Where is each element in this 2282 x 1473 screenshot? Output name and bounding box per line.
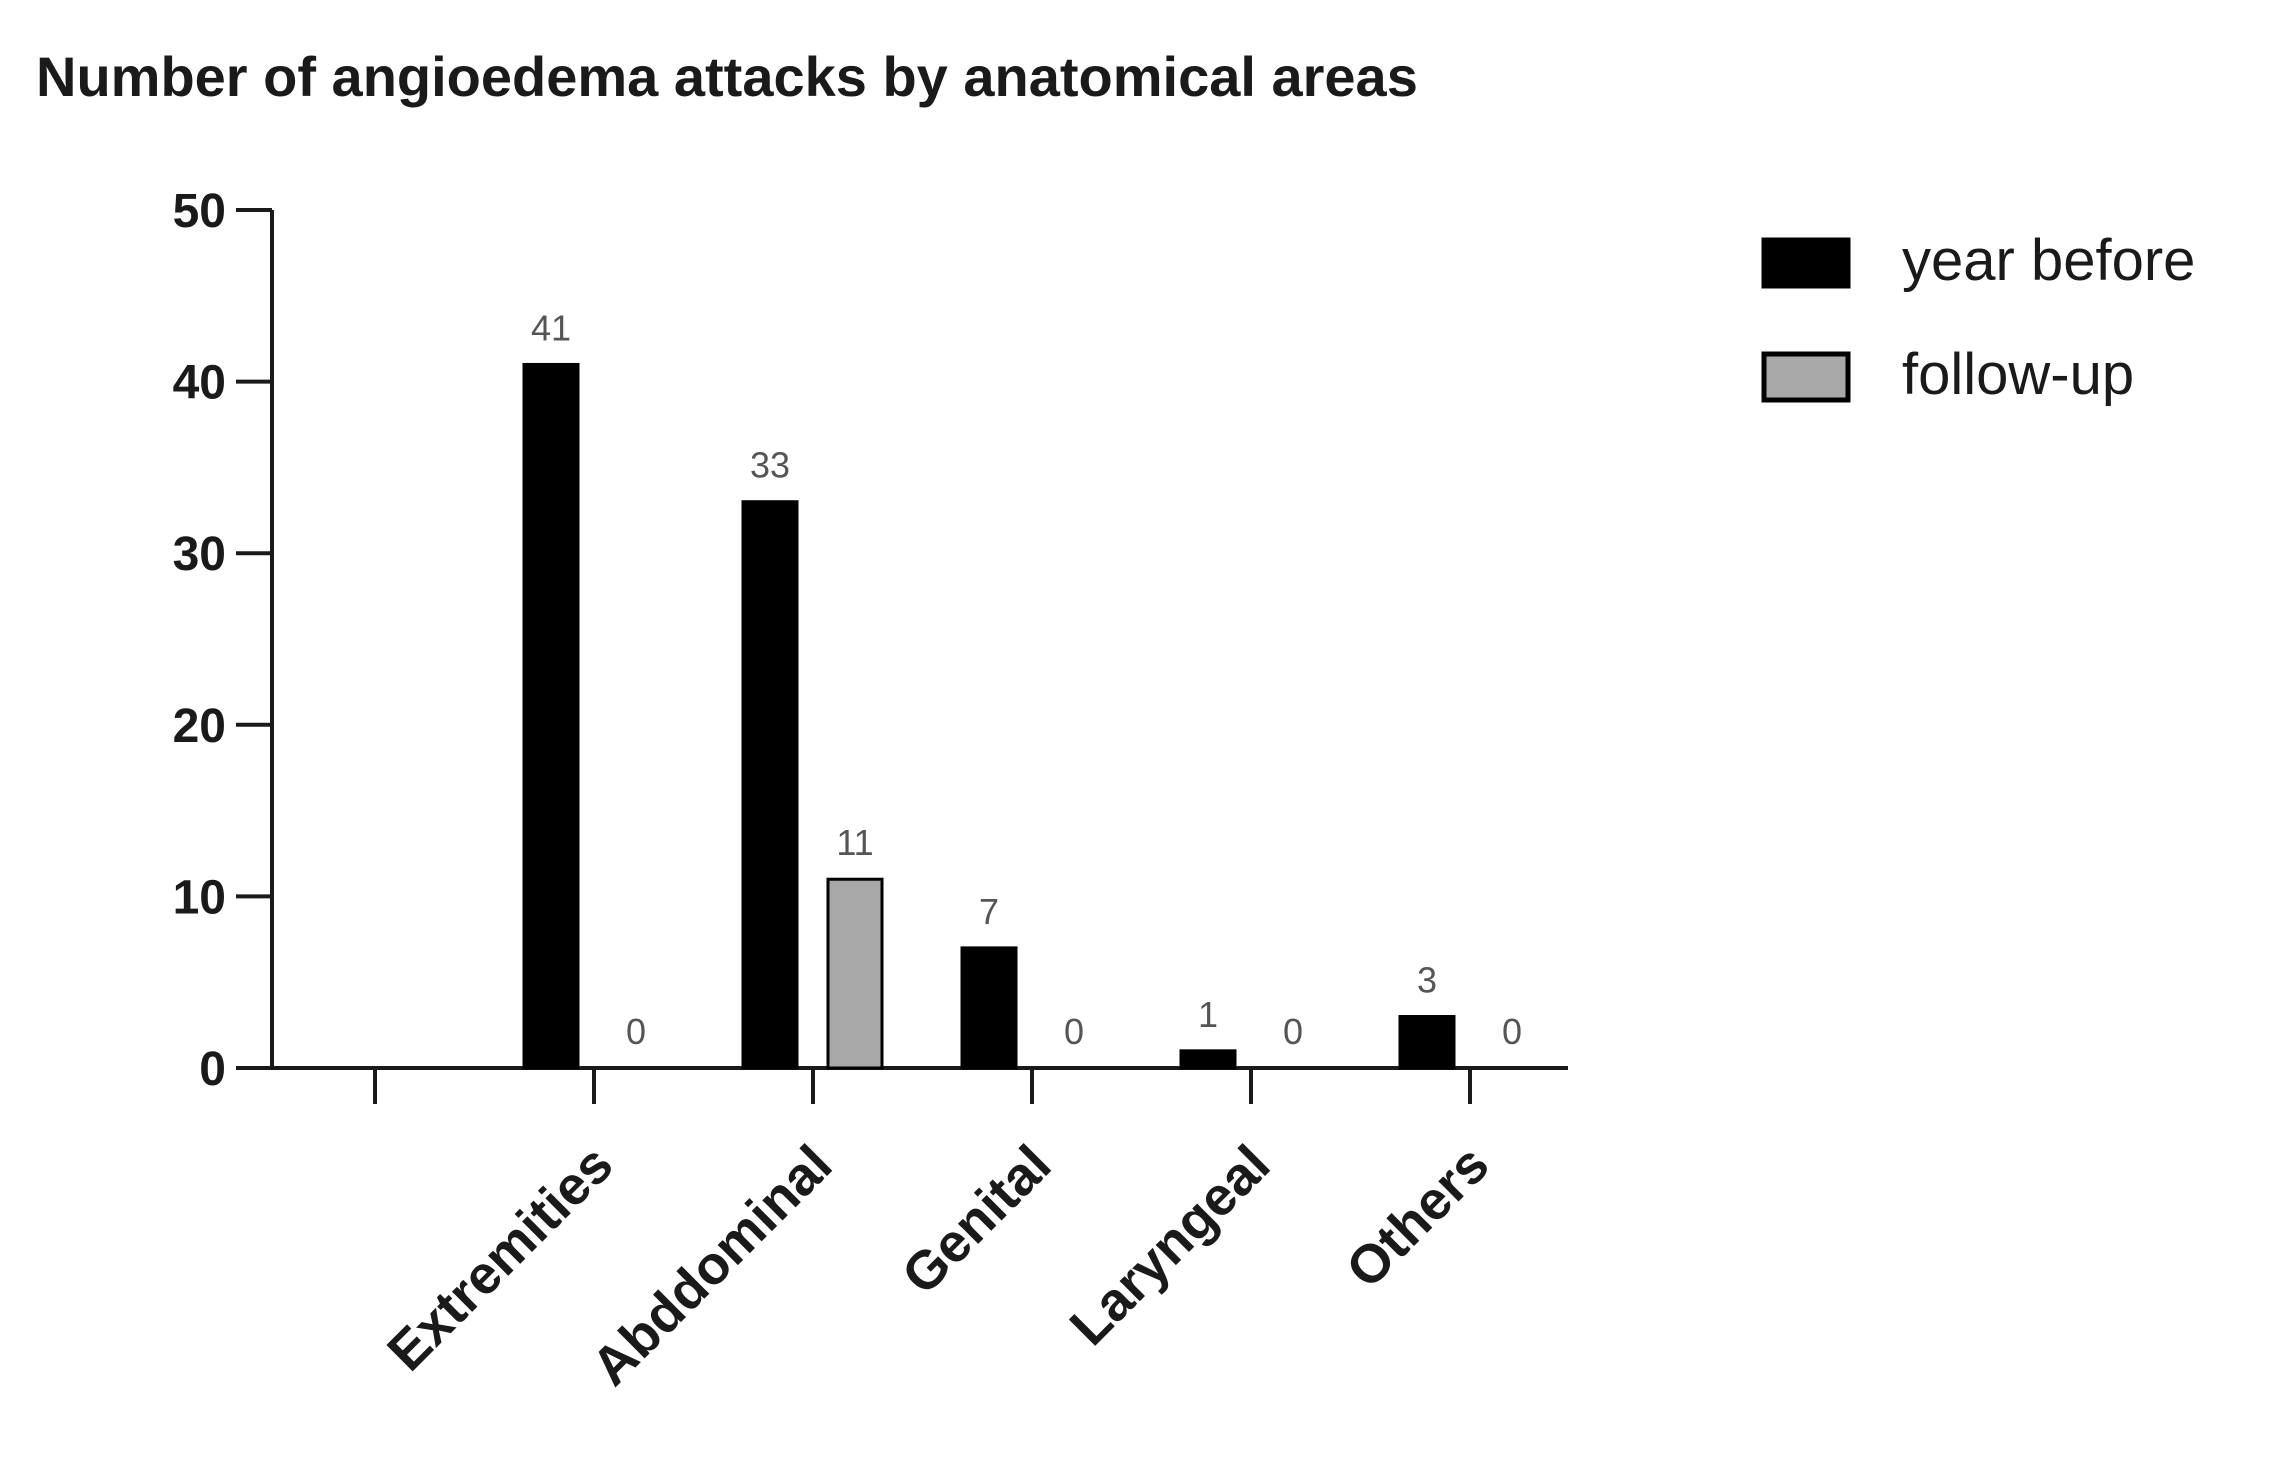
bar [826, 877, 884, 1070]
data-label: 0 [1502, 1011, 1522, 1052]
x-tick-label: Extremities [376, 1134, 624, 1382]
data-label: 0 [626, 1011, 646, 1052]
legend-label: follow-up [1902, 342, 2134, 407]
chart-title: Number of angioedema attacks by anatomic… [36, 45, 1418, 108]
y-tick-label: 10 [173, 871, 226, 924]
y-tick-label: 40 [173, 357, 226, 410]
x-tick-label: Others [1335, 1134, 1501, 1300]
data-label: 3 [1417, 960, 1437, 1001]
data-label: 0 [1064, 1011, 1084, 1052]
y-tick-label: 50 [173, 185, 226, 238]
bar [960, 946, 1018, 1070]
y-tick-label: 0 [199, 1043, 226, 1096]
y-tick-label: 20 [173, 700, 226, 753]
bar [741, 500, 799, 1070]
bar [522, 362, 580, 1070]
x-tick-label: Genital [891, 1134, 1063, 1306]
data-label: 1 [1198, 994, 1218, 1035]
legend: year before follow-up [1761, 228, 2195, 407]
bar [1179, 1049, 1237, 1070]
bar [1398, 1015, 1456, 1070]
y-tick-label: 30 [173, 528, 226, 581]
data-label: 0 [1283, 1011, 1303, 1052]
data-label: 41 [531, 307, 571, 348]
data-label: 11 [836, 822, 873, 863]
legend-label: year before [1902, 228, 2195, 293]
legend-swatch [1761, 351, 1851, 403]
legend-swatch [1761, 237, 1851, 289]
bars: 41 0 33 11 7 0 1 0 3 0 [522, 307, 1522, 1070]
data-label: 7 [979, 891, 999, 932]
data-label: 33 [750, 445, 790, 486]
x-tick-label: Laryngeal [1059, 1134, 1282, 1357]
